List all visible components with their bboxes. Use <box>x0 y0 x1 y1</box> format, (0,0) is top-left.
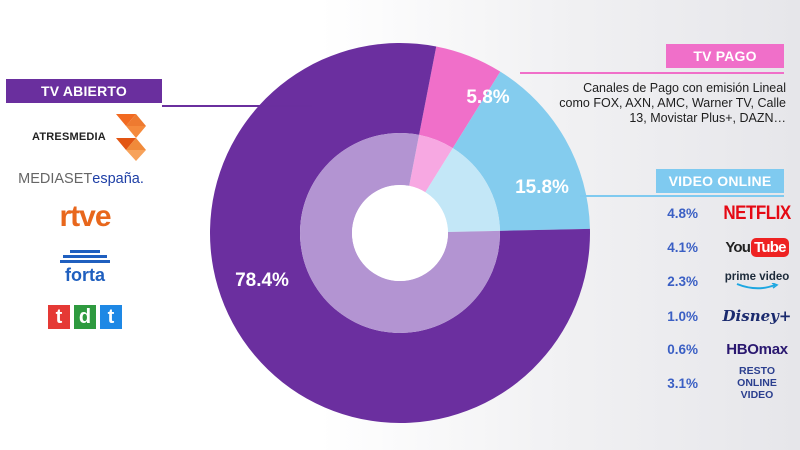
value-label-tv-pago: 5.8% <box>466 87 509 108</box>
disney-share: 1.0% <box>667 309 698 324</box>
mediaset-espana-logo: MEDIASET españa. <box>6 167 156 191</box>
online-video-row-resto: 3.1% RESTO ONLINE VIDEO <box>650 365 794 401</box>
inner-ring-video-online <box>425 148 500 232</box>
tdt-letter-2: d <box>74 305 96 329</box>
online-video-row-hbomax: 0.6% HBOmax <box>650 334 794 364</box>
tdt-letter-3: t <box>100 305 122 329</box>
tv-abierto-label: TV ABIERTO <box>6 79 162 103</box>
slice-video-online <box>452 71 590 231</box>
tdt-logo: t d t <box>40 303 130 331</box>
hbo-max-logo: HBOmax <box>726 340 788 358</box>
resto-label-line-2: ONLINE VIDEO <box>737 377 777 401</box>
inner-ring-tv-pago <box>409 134 453 193</box>
resto-online-video-label: RESTO ONLINE VIDEO <box>720 365 794 401</box>
forta-logo-text: forta <box>65 264 105 285</box>
tv-pago-leader-line <box>520 72 784 74</box>
prime-video-logo: prime video <box>724 271 790 291</box>
online-video-row-netflix: 4.8% NETFLIX <box>650 198 794 228</box>
forta-logo: forta <box>40 242 130 292</box>
online-video-row-prime: 2.3% prime video <box>650 266 794 296</box>
value-label-tv-abierto: 78.4% <box>235 270 289 291</box>
online-video-row-disney: 1.0% Disney+ <box>650 301 794 331</box>
netflix-logo: NETFLIX <box>723 201 791 224</box>
atresmedia-a-icon <box>115 114 146 161</box>
youtube-logo-you: You <box>725 238 751 256</box>
atresmedia-logo-text: ATRESMEDIA <box>32 131 106 143</box>
prime-video-logo-text: prime video <box>724 271 790 283</box>
mediaset-logo-text: MEDIASET <box>18 171 93 187</box>
slice-tv-abierto <box>209 42 591 423</box>
forta-bars-icon <box>60 249 110 264</box>
tv-pago-label: TV PAGO <box>666 44 784 68</box>
espana-logo-text: españa. <box>92 171 144 187</box>
slice-tv-pago <box>419 46 501 149</box>
video-online-leader-line <box>580 195 784 197</box>
rtve-logo: rtve <box>59 200 111 233</box>
tdt-letter-1: t <box>48 305 70 329</box>
hbomax-share: 0.6% <box>667 342 698 357</box>
donut-hole <box>352 185 448 281</box>
disney-plus-logo: Disney+ <box>722 307 792 325</box>
value-label-video-online: 15.8% <box>515 177 569 198</box>
inner-ring-tv-abierto <box>300 132 501 334</box>
resto-label-line-1: RESTO <box>739 365 775 377</box>
youtube-logo: You Tube <box>725 237 789 257</box>
atresmedia-logo: ATRESMEDIA <box>26 112 156 162</box>
tv-pago-description: Canales de Pago con emisión Lineal como … <box>559 81 786 125</box>
prime-share: 2.3% <box>667 274 698 289</box>
tv-abierto-leader-line <box>162 105 312 107</box>
online-video-row-youtube: 4.1% You Tube <box>650 232 794 262</box>
youtube-share: 4.1% <box>667 240 698 255</box>
video-online-label: VIDEO ONLINE <box>656 169 784 193</box>
youtube-logo-tube: Tube <box>751 237 789 257</box>
resto-share: 3.1% <box>667 376 698 391</box>
prime-smile-icon <box>736 283 779 290</box>
netflix-share: 4.8% <box>667 206 698 221</box>
